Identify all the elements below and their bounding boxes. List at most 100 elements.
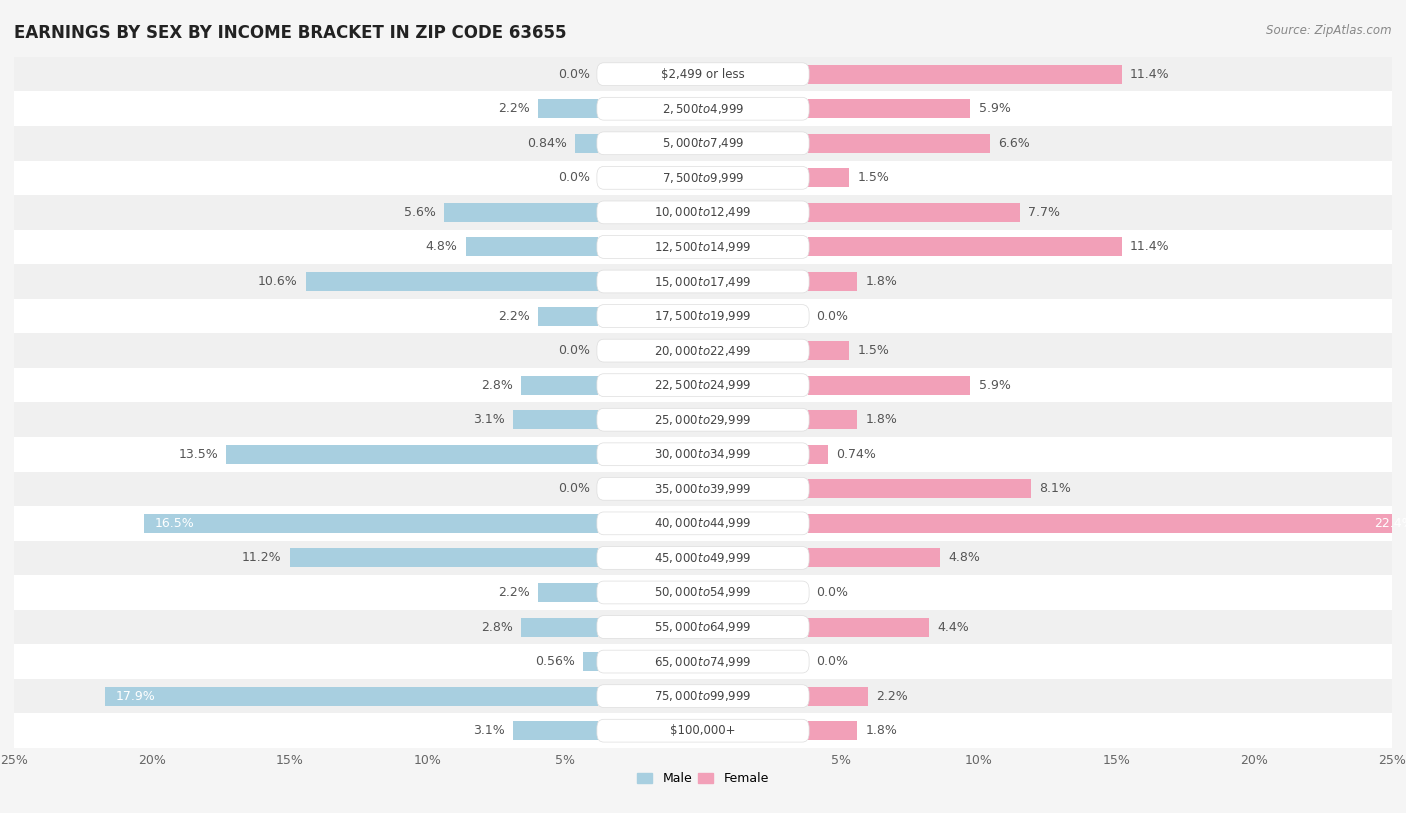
Bar — [807, 445, 828, 463]
Bar — [807, 168, 849, 187]
Bar — [14, 264, 1392, 298]
Text: 10.6%: 10.6% — [259, 275, 298, 288]
Text: 0.0%: 0.0% — [558, 482, 591, 495]
Text: $45,000 to $49,999: $45,000 to $49,999 — [654, 551, 752, 565]
Text: 2.8%: 2.8% — [481, 379, 513, 392]
Bar — [14, 679, 1392, 714]
Text: $30,000 to $34,999: $30,000 to $34,999 — [654, 447, 752, 461]
Bar — [14, 91, 1392, 126]
Bar — [14, 57, 1392, 91]
Text: $20,000 to $22,499: $20,000 to $22,499 — [654, 344, 752, 358]
Bar — [14, 298, 1392, 333]
Text: 22.4%: 22.4% — [1374, 517, 1406, 530]
FancyBboxPatch shape — [598, 650, 808, 673]
Text: 8.1%: 8.1% — [1039, 482, 1071, 495]
FancyBboxPatch shape — [598, 63, 808, 85]
Bar — [14, 367, 1392, 402]
Bar — [807, 203, 1019, 222]
Text: 0.0%: 0.0% — [815, 655, 848, 668]
Text: 1.5%: 1.5% — [858, 344, 889, 357]
Text: 1.8%: 1.8% — [866, 724, 897, 737]
Bar — [14, 506, 1392, 541]
Bar — [14, 576, 1392, 610]
Bar — [14, 437, 1392, 472]
Legend: Male, Female: Male, Female — [633, 767, 773, 790]
Bar — [807, 237, 1122, 256]
Text: $10,000 to $12,499: $10,000 to $12,499 — [654, 206, 752, 220]
Bar — [14, 714, 1392, 748]
Text: 4.8%: 4.8% — [948, 551, 980, 564]
Text: $65,000 to $74,999: $65,000 to $74,999 — [654, 654, 752, 668]
FancyBboxPatch shape — [598, 374, 808, 397]
Bar — [575, 134, 599, 153]
Bar — [522, 618, 599, 637]
Text: 5.6%: 5.6% — [404, 206, 436, 219]
Bar — [807, 272, 858, 291]
Text: 5.9%: 5.9% — [979, 102, 1011, 115]
Bar — [307, 272, 599, 291]
Text: $25,000 to $29,999: $25,000 to $29,999 — [654, 413, 752, 427]
Text: $17,500 to $19,999: $17,500 to $19,999 — [654, 309, 752, 323]
Text: 11.4%: 11.4% — [1130, 241, 1170, 254]
Text: 3.1%: 3.1% — [472, 413, 505, 426]
Bar — [513, 721, 599, 740]
FancyBboxPatch shape — [598, 167, 808, 189]
Text: 11.4%: 11.4% — [1130, 67, 1170, 80]
FancyBboxPatch shape — [598, 546, 808, 569]
Text: 5.9%: 5.9% — [979, 379, 1011, 392]
Text: $2,500 to $4,999: $2,500 to $4,999 — [662, 102, 744, 115]
Text: 0.0%: 0.0% — [815, 310, 848, 323]
Text: 0.0%: 0.0% — [558, 344, 591, 357]
FancyBboxPatch shape — [598, 236, 808, 259]
Text: Source: ZipAtlas.com: Source: ZipAtlas.com — [1267, 24, 1392, 37]
Text: 13.5%: 13.5% — [179, 448, 218, 461]
Bar — [290, 549, 599, 567]
FancyBboxPatch shape — [598, 720, 808, 742]
Text: $75,000 to $99,999: $75,000 to $99,999 — [654, 689, 752, 703]
Bar — [807, 411, 858, 429]
Bar — [807, 721, 858, 740]
FancyBboxPatch shape — [598, 512, 808, 535]
Text: EARNINGS BY SEX BY INCOME BRACKET IN ZIP CODE 63655: EARNINGS BY SEX BY INCOME BRACKET IN ZIP… — [14, 24, 567, 42]
FancyBboxPatch shape — [598, 305, 808, 328]
Text: $40,000 to $44,999: $40,000 to $44,999 — [654, 516, 752, 530]
Text: 0.74%: 0.74% — [837, 448, 876, 461]
Text: 4.4%: 4.4% — [938, 620, 969, 633]
Bar — [537, 99, 599, 118]
Bar — [143, 514, 599, 533]
FancyBboxPatch shape — [598, 98, 808, 120]
Bar — [807, 618, 929, 637]
Text: 4.8%: 4.8% — [426, 241, 458, 254]
FancyBboxPatch shape — [598, 581, 808, 604]
FancyBboxPatch shape — [598, 132, 808, 154]
Bar — [444, 203, 599, 222]
Text: $100,000+: $100,000+ — [671, 724, 735, 737]
Bar — [14, 333, 1392, 367]
Text: $55,000 to $64,999: $55,000 to $64,999 — [654, 620, 752, 634]
Bar — [807, 65, 1122, 84]
FancyBboxPatch shape — [598, 408, 808, 431]
FancyBboxPatch shape — [598, 685, 808, 707]
Text: 1.8%: 1.8% — [866, 413, 897, 426]
Bar — [807, 514, 1406, 533]
Text: 1.5%: 1.5% — [858, 172, 889, 185]
Bar — [537, 307, 599, 325]
Bar — [807, 376, 970, 394]
Bar — [465, 237, 599, 256]
Text: 2.2%: 2.2% — [876, 689, 908, 702]
Text: $5,000 to $7,499: $5,000 to $7,499 — [662, 137, 744, 150]
Bar — [14, 126, 1392, 161]
Text: 2.2%: 2.2% — [498, 586, 530, 599]
Bar — [583, 652, 599, 671]
Bar — [807, 134, 990, 153]
FancyBboxPatch shape — [598, 270, 808, 293]
Text: 7.7%: 7.7% — [1028, 206, 1060, 219]
Text: $7,500 to $9,999: $7,500 to $9,999 — [662, 171, 744, 185]
Bar — [226, 445, 599, 463]
Text: 0.0%: 0.0% — [558, 172, 591, 185]
Bar — [513, 411, 599, 429]
Bar — [14, 229, 1392, 264]
Bar — [14, 402, 1392, 437]
Text: 17.9%: 17.9% — [117, 689, 156, 702]
Text: 11.2%: 11.2% — [242, 551, 281, 564]
